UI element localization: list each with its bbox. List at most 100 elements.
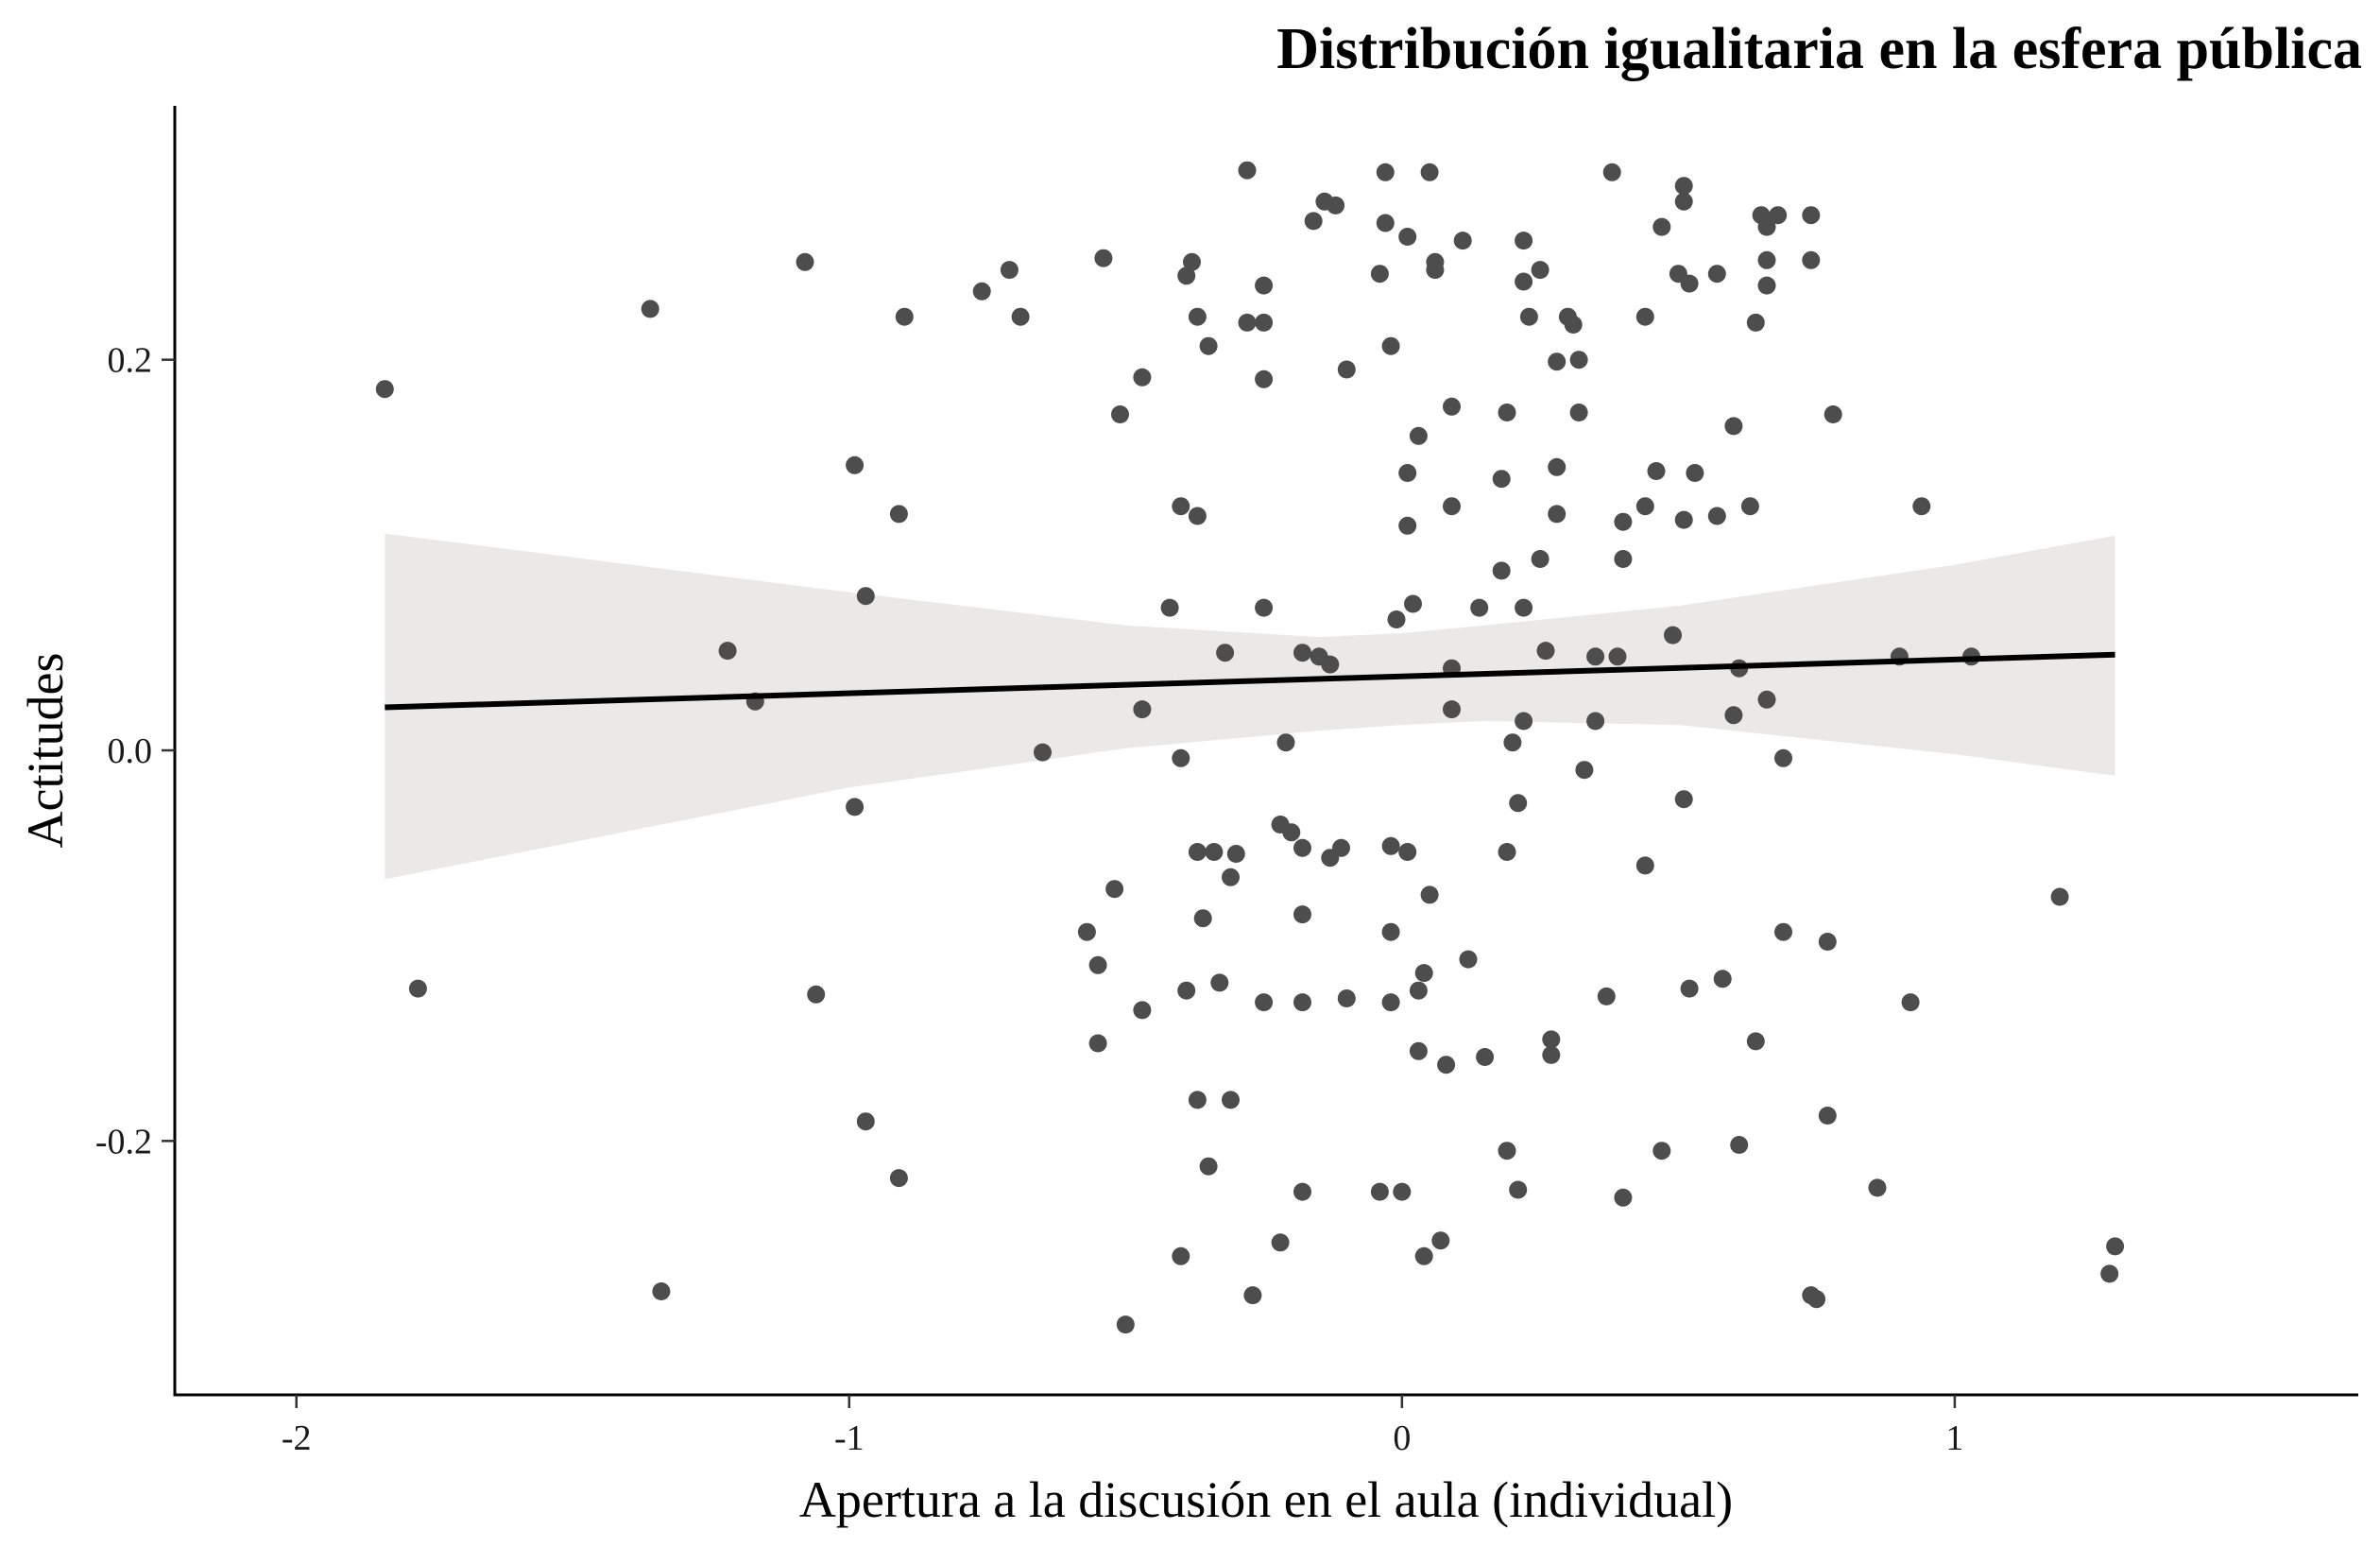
data-point	[1293, 644, 1311, 662]
data-point	[1713, 970, 1732, 988]
data-point	[1133, 700, 1152, 719]
data-point	[1647, 462, 1666, 480]
data-point	[718, 642, 737, 661]
data-point	[1387, 610, 1406, 628]
data-point	[1172, 1246, 1190, 1265]
data-point	[652, 1282, 671, 1300]
data-point	[1597, 987, 1616, 1006]
data-point	[1586, 647, 1605, 666]
data-points-layer	[375, 161, 2125, 1334]
confidence-band-layer	[385, 533, 2115, 880]
data-point	[1519, 307, 1538, 326]
data-point	[1188, 307, 1207, 326]
data-point	[1160, 598, 1179, 617]
data-point	[1420, 163, 1439, 181]
x-tick-label: -2	[282, 1418, 312, 1458]
data-point	[1707, 265, 1726, 284]
data-point	[1188, 1091, 1207, 1109]
data-point	[1381, 922, 1400, 941]
data-point	[1912, 497, 1931, 516]
data-point	[1509, 1180, 1528, 1199]
data-point	[1674, 510, 1693, 529]
data-point	[895, 307, 914, 326]
data-point	[1222, 868, 1240, 886]
data-point	[1542, 1045, 1561, 1064]
data-point	[1498, 1142, 1516, 1160]
data-point	[1255, 993, 1274, 1012]
data-point	[1414, 964, 1433, 983]
data-point	[1238, 313, 1257, 332]
data-point	[1774, 922, 1792, 941]
data-point	[1635, 307, 1654, 326]
data-point	[1515, 272, 1533, 291]
data-point	[1459, 950, 1478, 969]
data-point	[1337, 360, 1356, 379]
data-point	[1321, 655, 1340, 674]
data-point	[1381, 836, 1400, 855]
data-point	[1183, 252, 1201, 271]
data-point	[1674, 192, 1693, 211]
data-point	[1199, 1157, 1218, 1176]
data-point	[1548, 457, 1567, 476]
data-point	[1210, 973, 1229, 992]
data-point	[807, 985, 826, 1004]
data-point	[1426, 261, 1445, 280]
data-point	[1293, 838, 1311, 857]
x-tick-label: 1	[1945, 1418, 1963, 1458]
x-tick-label: -1	[834, 1418, 865, 1458]
data-point	[1205, 843, 1224, 861]
data-point	[1398, 516, 1417, 535]
data-point	[1077, 922, 1096, 941]
data-point	[1199, 336, 1218, 355]
data-point	[1431, 1231, 1450, 1250]
trend-line	[385, 651, 2115, 711]
data-point	[889, 505, 908, 524]
data-point	[1757, 217, 1776, 236]
data-point	[1105, 880, 1124, 899]
data-point	[1774, 748, 1792, 767]
chart-title: Distribución igualitaria en la esfera pú…	[1276, 17, 2362, 81]
confidence-band	[385, 533, 2115, 880]
data-point	[1674, 790, 1693, 809]
data-point	[1652, 1142, 1671, 1160]
data-point	[1293, 993, 1311, 1012]
y-tick-label: 0.2	[108, 341, 153, 381]
data-point	[1602, 163, 1621, 181]
data-point	[1674, 177, 1693, 196]
data-point	[1498, 404, 1516, 421]
data-point	[1034, 743, 1052, 762]
data-point	[1453, 232, 1472, 250]
data-point	[1548, 505, 1567, 524]
data-point	[1111, 405, 1129, 423]
data-point	[1226, 845, 1245, 863]
data-point	[1011, 307, 1030, 326]
data-point	[1824, 405, 1842, 423]
data-point	[1370, 265, 1389, 284]
data-point	[1680, 274, 1699, 293]
data-point	[1088, 955, 1107, 974]
data-point	[1398, 228, 1417, 246]
data-point	[1536, 642, 1555, 661]
data-point	[1476, 1048, 1495, 1066]
data-point	[972, 282, 991, 301]
data-point	[375, 380, 394, 399]
data-point	[1531, 550, 1550, 568]
data-point	[1503, 733, 1522, 752]
data-point	[1370, 1182, 1389, 1201]
data-point	[1376, 163, 1395, 181]
data-point	[1707, 507, 1726, 525]
data-point	[1868, 1178, 1887, 1197]
data-point	[1652, 217, 1671, 236]
data-point	[1757, 690, 1776, 709]
data-point	[1548, 352, 1567, 371]
data-point	[1255, 598, 1274, 617]
data-point	[1724, 417, 1743, 436]
data-point	[1608, 647, 1627, 666]
data-point	[1188, 843, 1207, 861]
data-point	[1509, 794, 1528, 813]
data-point	[1271, 1233, 1290, 1252]
data-point	[1443, 700, 1461, 719]
y-tick-label: 0.0	[108, 731, 153, 771]
data-point	[1255, 313, 1274, 332]
data-point	[1293, 905, 1311, 924]
